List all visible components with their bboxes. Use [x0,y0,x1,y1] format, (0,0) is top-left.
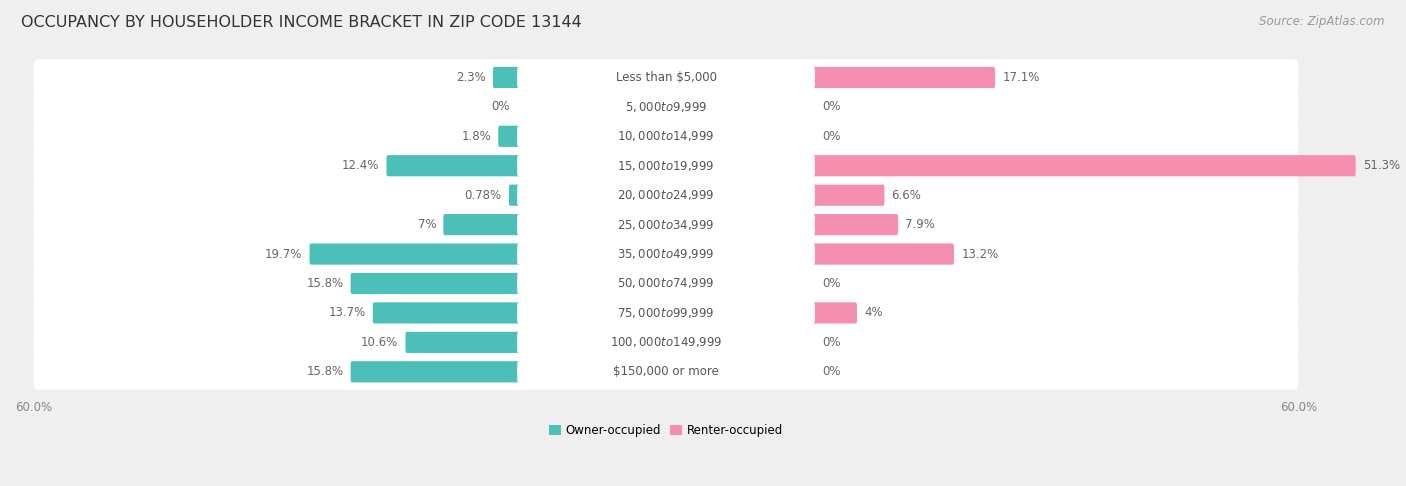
Text: 0%: 0% [823,336,841,349]
FancyBboxPatch shape [813,155,1355,176]
FancyBboxPatch shape [517,361,815,382]
Text: 0%: 0% [823,365,841,378]
FancyBboxPatch shape [34,354,1299,390]
Text: Less than $5,000: Less than $5,000 [616,71,717,84]
FancyBboxPatch shape [373,302,520,324]
FancyBboxPatch shape [517,126,815,147]
FancyBboxPatch shape [498,126,520,147]
FancyBboxPatch shape [813,214,898,235]
Text: 4%: 4% [865,307,883,319]
FancyBboxPatch shape [813,67,995,88]
FancyBboxPatch shape [34,325,1299,360]
Text: 51.3%: 51.3% [1362,159,1400,172]
Text: 17.1%: 17.1% [1002,71,1039,84]
Text: 0%: 0% [823,130,841,143]
FancyBboxPatch shape [517,185,815,206]
Text: $75,000 to $99,999: $75,000 to $99,999 [617,306,714,320]
Text: Source: ZipAtlas.com: Source: ZipAtlas.com [1260,15,1385,28]
Legend: Owner-occupied, Renter-occupied: Owner-occupied, Renter-occupied [548,424,783,437]
Text: 19.7%: 19.7% [264,247,302,260]
FancyBboxPatch shape [34,207,1299,243]
Text: 1.8%: 1.8% [461,130,491,143]
Text: 13.2%: 13.2% [962,247,998,260]
FancyBboxPatch shape [34,265,1299,301]
Text: OCCUPANCY BY HOUSEHOLDER INCOME BRACKET IN ZIP CODE 13144: OCCUPANCY BY HOUSEHOLDER INCOME BRACKET … [21,15,582,30]
FancyBboxPatch shape [443,214,520,235]
FancyBboxPatch shape [813,185,884,206]
Text: 7%: 7% [418,218,436,231]
Text: $15,000 to $19,999: $15,000 to $19,999 [617,159,714,173]
FancyBboxPatch shape [34,89,1299,125]
FancyBboxPatch shape [509,185,520,206]
FancyBboxPatch shape [517,214,815,235]
Text: 12.4%: 12.4% [342,159,380,172]
Text: 0.78%: 0.78% [464,189,502,202]
Text: $35,000 to $49,999: $35,000 to $49,999 [617,247,714,261]
Text: 10.6%: 10.6% [361,336,398,349]
FancyBboxPatch shape [34,119,1299,154]
Text: $150,000 or more: $150,000 or more [613,365,718,378]
FancyBboxPatch shape [517,96,815,118]
FancyBboxPatch shape [517,332,815,353]
FancyBboxPatch shape [34,59,1299,95]
Text: 15.8%: 15.8% [307,365,343,378]
FancyBboxPatch shape [517,67,815,88]
FancyBboxPatch shape [517,273,815,294]
FancyBboxPatch shape [813,302,858,324]
Text: 2.3%: 2.3% [456,71,485,84]
Text: 0%: 0% [823,277,841,290]
Text: 0%: 0% [823,101,841,113]
FancyBboxPatch shape [517,302,815,324]
Text: 15.8%: 15.8% [307,277,343,290]
Text: $20,000 to $24,999: $20,000 to $24,999 [617,188,714,202]
FancyBboxPatch shape [350,273,520,294]
Text: $100,000 to $149,999: $100,000 to $149,999 [610,335,723,349]
Text: 13.7%: 13.7% [329,307,366,319]
Text: $50,000 to $74,999: $50,000 to $74,999 [617,277,714,291]
FancyBboxPatch shape [517,155,815,176]
FancyBboxPatch shape [34,177,1299,213]
FancyBboxPatch shape [34,236,1299,272]
Text: $5,000 to $9,999: $5,000 to $9,999 [624,100,707,114]
Text: $25,000 to $34,999: $25,000 to $34,999 [617,218,714,232]
FancyBboxPatch shape [350,361,520,382]
Text: 7.9%: 7.9% [905,218,935,231]
Text: 6.6%: 6.6% [891,189,921,202]
Text: 0%: 0% [492,101,510,113]
Text: $10,000 to $14,999: $10,000 to $14,999 [617,129,714,143]
FancyBboxPatch shape [34,295,1299,331]
FancyBboxPatch shape [813,243,955,265]
FancyBboxPatch shape [34,148,1299,184]
FancyBboxPatch shape [309,243,520,265]
FancyBboxPatch shape [387,155,520,176]
FancyBboxPatch shape [517,243,815,265]
FancyBboxPatch shape [494,67,520,88]
FancyBboxPatch shape [405,332,520,353]
